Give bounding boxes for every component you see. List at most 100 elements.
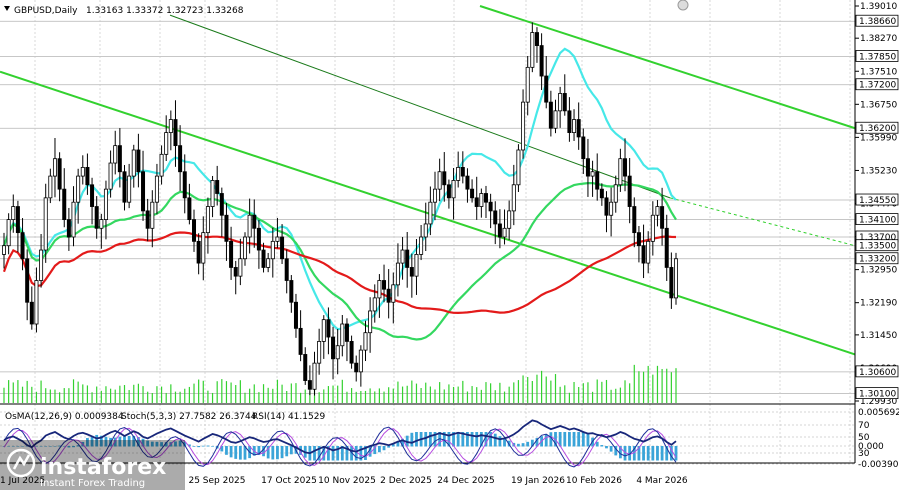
osma-bar — [572, 432, 576, 447]
stoch-label: Stoch(5,3,3) 27.7582 26.3744 — [121, 412, 257, 422]
osma-bar — [368, 446, 372, 457]
x-tick-label: 17 Oct 2025 — [261, 476, 317, 486]
osma-bar — [656, 446, 659, 461]
candle — [400, 237, 405, 280]
candle — [108, 150, 113, 198]
candle — [141, 150, 146, 221]
candle — [595, 153, 600, 201]
candle — [266, 252, 271, 273]
candle — [548, 90, 553, 137]
candle — [451, 167, 456, 220]
candle — [525, 55, 530, 116]
candle — [627, 157, 632, 224]
y-tick-label: 1.35230 — [860, 166, 897, 176]
candle — [609, 187, 614, 237]
osma-bar — [521, 443, 525, 447]
candle — [632, 197, 637, 248]
osma-bar — [377, 446, 381, 453]
osma-bar — [382, 446, 386, 451]
candle — [599, 183, 604, 206]
osma-bar — [581, 432, 585, 447]
osma-bar — [137, 437, 140, 447]
ma-cyan-line — [2, 47, 677, 331]
symbol-label: GBPUSD,Daily — [14, 6, 78, 16]
osma-bar — [489, 432, 493, 447]
candle — [349, 335, 354, 369]
level-tag-label: 1.37200 — [859, 81, 896, 91]
candle — [618, 148, 623, 192]
candle — [423, 202, 428, 252]
y-tick-label: 1.39010 — [860, 2, 897, 12]
candle — [516, 144, 521, 192]
osma-bar — [155, 441, 159, 447]
x-tick-label: 19 Jan 2026 — [511, 476, 565, 486]
candle — [289, 275, 294, 313]
osma-bar — [285, 446, 289, 457]
candle — [196, 233, 201, 275]
osma-bar — [183, 441, 187, 447]
candle — [613, 175, 618, 213]
osma-bar — [289, 446, 293, 455]
indicator-level-label: 0.000 — [858, 442, 884, 452]
x-tick-label: 24 Dec 2025 — [437, 476, 495, 486]
candle — [150, 190, 155, 248]
candle — [534, 27, 539, 63]
level-tag-label: 1.33200 — [859, 255, 896, 265]
y-tick-label: 1.29930 — [860, 397, 897, 407]
candle — [66, 207, 71, 251]
osma-bar — [424, 432, 428, 447]
candle — [442, 152, 447, 202]
osma-bar — [197, 446, 201, 448]
candle — [192, 209, 197, 252]
candle — [293, 293, 298, 338]
candle — [368, 297, 373, 353]
osma-bar — [605, 446, 608, 449]
candle — [182, 154, 187, 214]
candle — [256, 219, 261, 269]
candle — [71, 186, 76, 247]
candle — [590, 160, 595, 197]
chart-shift-icon[interactable] — [677, 0, 689, 11]
osma-bar — [104, 436, 108, 447]
osma-bar — [503, 438, 506, 447]
candle — [479, 188, 484, 218]
candle — [539, 33, 544, 91]
osma-bar — [563, 432, 567, 447]
candle — [358, 345, 363, 387]
candle — [252, 199, 257, 248]
osma-bar — [391, 444, 395, 447]
osma-bar — [428, 432, 432, 447]
candle — [29, 286, 34, 330]
candle — [340, 314, 345, 357]
osma-bar — [642, 446, 645, 461]
osma-bar — [317, 446, 321, 461]
osma-bar — [58, 445, 62, 447]
candle — [470, 179, 475, 203]
candle — [409, 253, 414, 298]
level-tag-box — [855, 78, 899, 91]
volume-bars — [3, 364, 677, 403]
candle — [581, 128, 586, 174]
y-tick-label: 1.36750 — [860, 100, 897, 110]
candle — [354, 355, 359, 382]
candle — [94, 196, 99, 239]
candle — [187, 183, 192, 225]
x-tick-label: 4 Mar 2026 — [636, 476, 688, 486]
candle — [117, 128, 122, 188]
osma-bar — [549, 432, 553, 447]
level-tag-box — [855, 50, 899, 62]
candle — [641, 224, 646, 279]
candle — [303, 347, 308, 385]
candle — [25, 249, 30, 321]
candle — [377, 274, 382, 318]
osma-bar — [266, 446, 270, 459]
y-tick-label: 1.32950 — [860, 266, 897, 276]
candle — [562, 74, 567, 116]
candle — [131, 144, 136, 188]
candle — [660, 187, 665, 246]
osma-bar — [313, 446, 316, 461]
osma-label: OsMA(12,26,9) 0.0009384 — [5, 412, 124, 422]
channel-lower-line — [0, 70, 856, 356]
osma-bar — [150, 441, 154, 447]
candle — [178, 125, 183, 192]
